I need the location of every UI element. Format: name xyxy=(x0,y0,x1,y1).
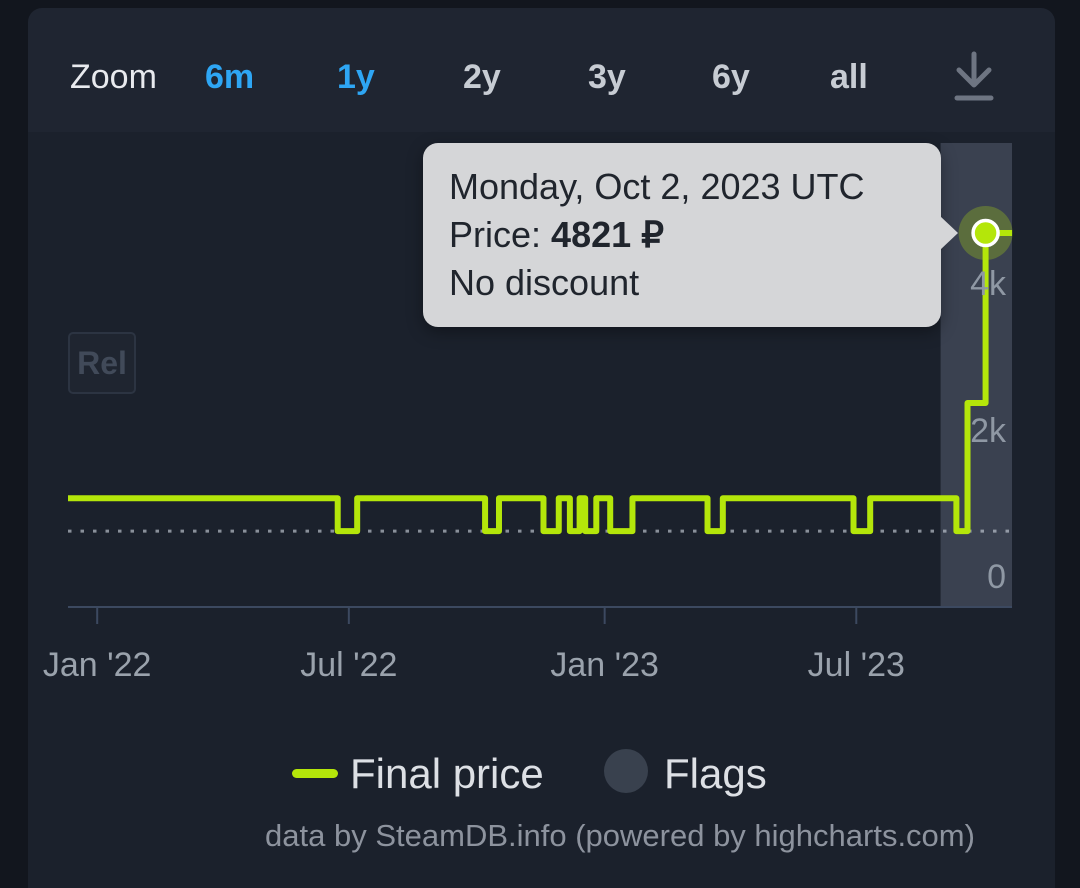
download-chart-button[interactable] xyxy=(948,46,1000,112)
range-button-2y[interactable]: 2y xyxy=(463,58,501,96)
range-button-3y[interactable]: 3y xyxy=(588,58,626,96)
chart-credits-link[interactable]: data by SteamDB.info (powered by highcha… xyxy=(265,818,975,853)
legend-item-final-price[interactable]: Final price xyxy=(350,750,544,797)
hover-tooltip: Monday, Oct 2, 2023 UTC Price: 4821 ₽ No… xyxy=(423,143,958,327)
legend-item-flags[interactable]: Flags xyxy=(664,750,767,797)
release-flag[interactable]: Rel xyxy=(68,332,136,394)
zoom-label: Zoom xyxy=(70,58,157,96)
tooltip-discount: No discount xyxy=(449,262,640,303)
final-price-legend-swatch xyxy=(292,769,338,778)
download-icon xyxy=(954,51,994,101)
x-axis-label-jan23: Jan '23 xyxy=(550,646,659,684)
flags-legend-marker xyxy=(604,749,648,793)
y-axis-label-4k: 4k xyxy=(970,265,1006,304)
range-button-6y[interactable]: 6y xyxy=(712,58,750,96)
x-axis-label-jul22: Jul '22 xyxy=(300,646,398,684)
x-axis-label-jul23: Jul '23 xyxy=(807,646,905,684)
range-button-all[interactable]: all xyxy=(830,58,868,96)
final-price-line xyxy=(68,230,1012,535)
tooltip-arrow xyxy=(940,216,958,250)
tooltip-date: Monday, Oct 2, 2023 UTC xyxy=(449,166,865,207)
tooltip-price-row: Price: 4821 ₽ xyxy=(449,211,915,259)
hover-marker xyxy=(971,218,1000,248)
y-axis-label-0: 0 xyxy=(987,558,1006,596)
y-axis-label-2k: 2k xyxy=(970,411,1006,450)
tooltip-price-label: Price: xyxy=(449,214,542,255)
range-button-1y[interactable]: 1y xyxy=(337,58,375,96)
tooltip-price-value: 4821 ₽ xyxy=(551,214,665,255)
range-button-6m[interactable]: 6m xyxy=(205,58,255,96)
x-axis-label-jan22: Jan '22 xyxy=(42,646,152,684)
